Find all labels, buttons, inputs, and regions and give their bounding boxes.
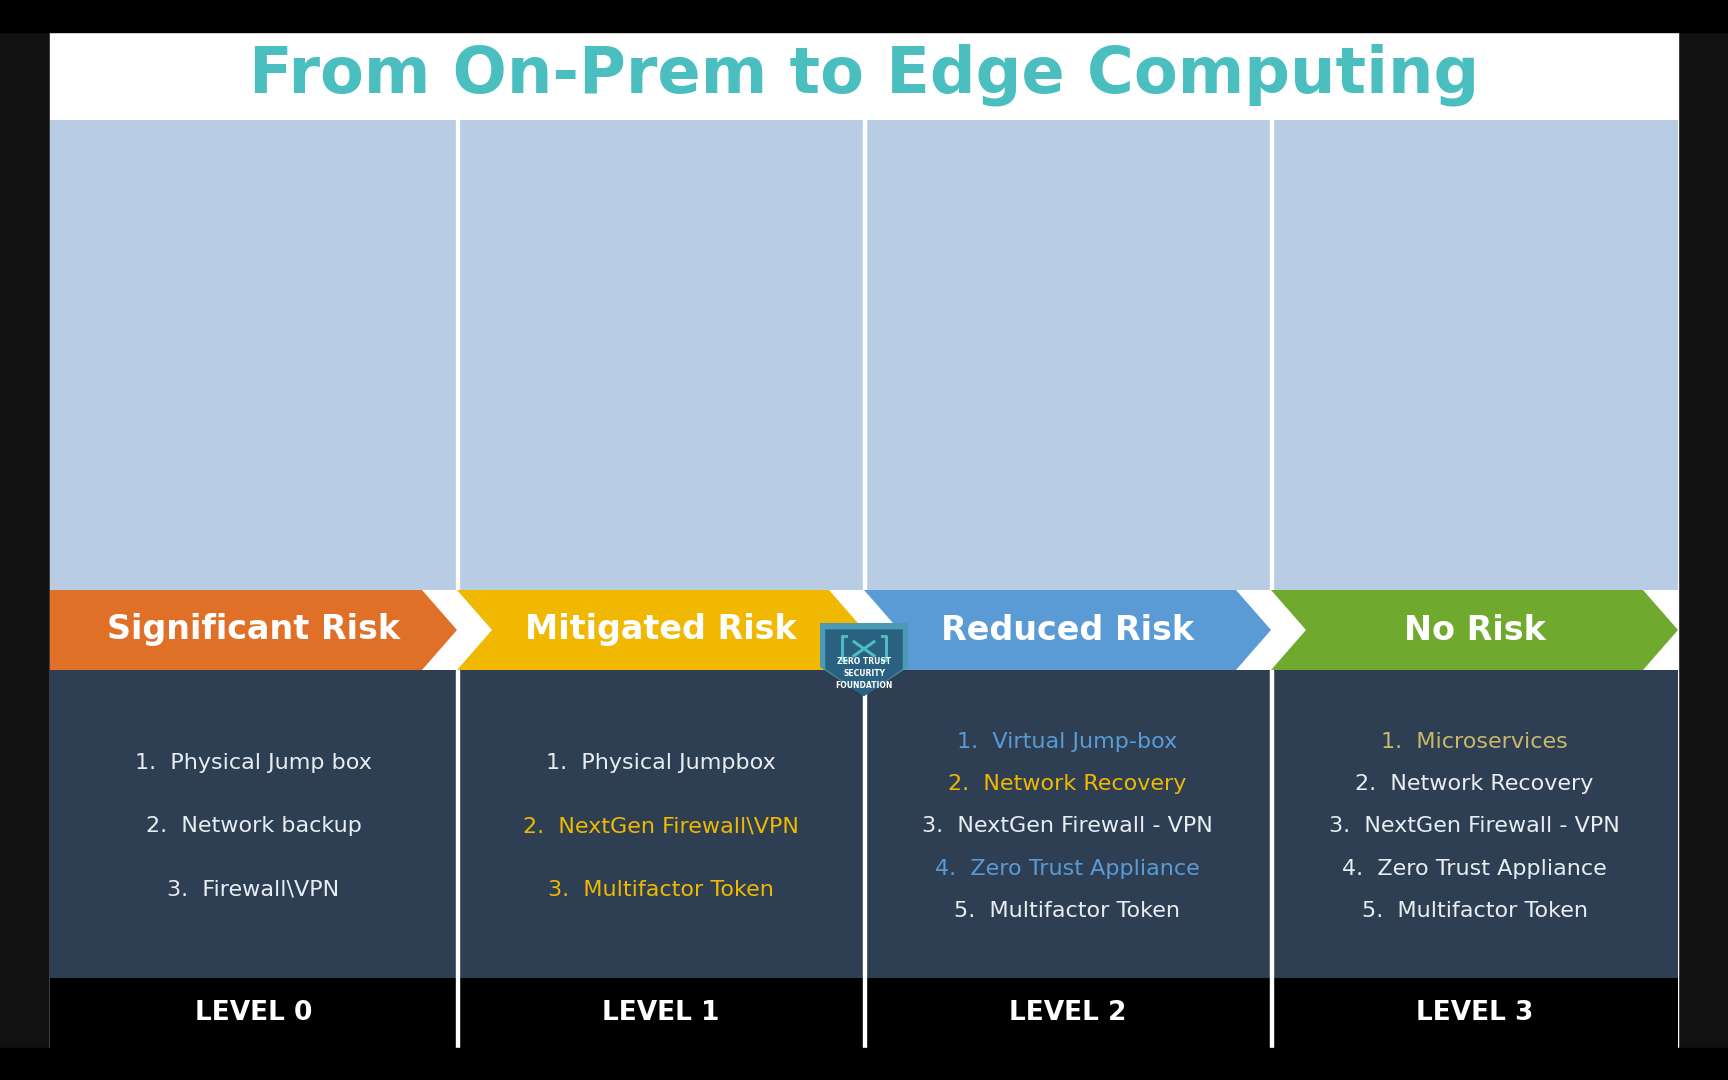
Text: 1.  Physical Jumpbox: 1. Physical Jumpbox bbox=[546, 753, 776, 773]
Bar bbox=[456, 978, 864, 1048]
Bar bbox=[862, 120, 866, 590]
Bar bbox=[1270, 670, 1272, 978]
Text: Mitigated Risk: Mitigated Risk bbox=[525, 613, 797, 647]
Text: 1.  Physical Jump box: 1. Physical Jump box bbox=[135, 753, 372, 773]
Text: LEVEL 3: LEVEL 3 bbox=[1415, 1000, 1533, 1026]
Bar bbox=[456, 670, 864, 978]
Text: Significant Risk: Significant Risk bbox=[107, 613, 399, 647]
Text: 2.  Network Recovery: 2. Network Recovery bbox=[1355, 774, 1593, 794]
Bar bbox=[1272, 120, 1678, 590]
Text: No Risk: No Risk bbox=[1403, 613, 1545, 647]
Bar bbox=[456, 120, 864, 590]
Text: 1.  Virtual Jump-box: 1. Virtual Jump-box bbox=[957, 732, 1177, 752]
Text: 3.  NextGen Firewall - VPN: 3. NextGen Firewall - VPN bbox=[1329, 816, 1619, 837]
Polygon shape bbox=[864, 590, 1272, 670]
Bar bbox=[50, 670, 456, 978]
Polygon shape bbox=[1272, 590, 1678, 670]
Text: 4.  Zero Trust Appliance: 4. Zero Trust Appliance bbox=[935, 859, 1199, 879]
Bar bbox=[1272, 670, 1678, 978]
Bar bbox=[456, 978, 458, 1048]
Bar bbox=[456, 120, 458, 590]
Text: 5.  Multifactor Token: 5. Multifactor Token bbox=[954, 901, 1180, 921]
Polygon shape bbox=[826, 630, 902, 697]
Polygon shape bbox=[821, 623, 907, 696]
Text: 2.  NextGen Firewall\VPN: 2. NextGen Firewall\VPN bbox=[522, 816, 798, 837]
Text: ZERO TRUST
SECURITY
FOUNDATION: ZERO TRUST SECURITY FOUNDATION bbox=[835, 657, 893, 690]
Bar bbox=[864, 978, 1272, 1048]
Text: 2.  Network backup: 2. Network backup bbox=[145, 816, 361, 837]
Text: 3.  Firewall\VPN: 3. Firewall\VPN bbox=[168, 880, 340, 900]
Text: 3.  Multifactor Token: 3. Multifactor Token bbox=[548, 880, 774, 900]
Bar bbox=[0, 0, 1728, 32]
Bar bbox=[1272, 978, 1678, 1048]
Bar bbox=[50, 120, 456, 590]
Bar bbox=[1270, 978, 1272, 1048]
Text: 3.  NextGen Firewall - VPN: 3. NextGen Firewall - VPN bbox=[923, 816, 1213, 837]
Text: LEVEL 1: LEVEL 1 bbox=[601, 1000, 719, 1026]
Text: 1.  Microservices: 1. Microservices bbox=[1381, 732, 1567, 752]
Text: 2.  Network Recovery: 2. Network Recovery bbox=[949, 774, 1187, 794]
Polygon shape bbox=[456, 590, 864, 670]
Bar bbox=[862, 670, 866, 978]
Text: 5.  Multifactor Token: 5. Multifactor Token bbox=[1362, 901, 1588, 921]
Bar bbox=[862, 978, 866, 1048]
Text: LEVEL 2: LEVEL 2 bbox=[1009, 1000, 1127, 1026]
Bar bbox=[456, 670, 458, 978]
Bar bbox=[864, 120, 1272, 590]
Text: LEVEL 0: LEVEL 0 bbox=[195, 1000, 313, 1026]
Bar bbox=[50, 978, 456, 1048]
Bar bbox=[0, 1048, 1728, 1080]
Text: Reduced Risk: Reduced Risk bbox=[942, 613, 1194, 647]
Bar bbox=[1270, 120, 1272, 590]
Bar bbox=[864, 670, 1272, 978]
Polygon shape bbox=[50, 590, 456, 670]
Text: From On-Prem to Edge Computing: From On-Prem to Edge Computing bbox=[249, 44, 1479, 106]
Text: 4.  Zero Trust Appliance: 4. Zero Trust Appliance bbox=[1343, 859, 1607, 879]
